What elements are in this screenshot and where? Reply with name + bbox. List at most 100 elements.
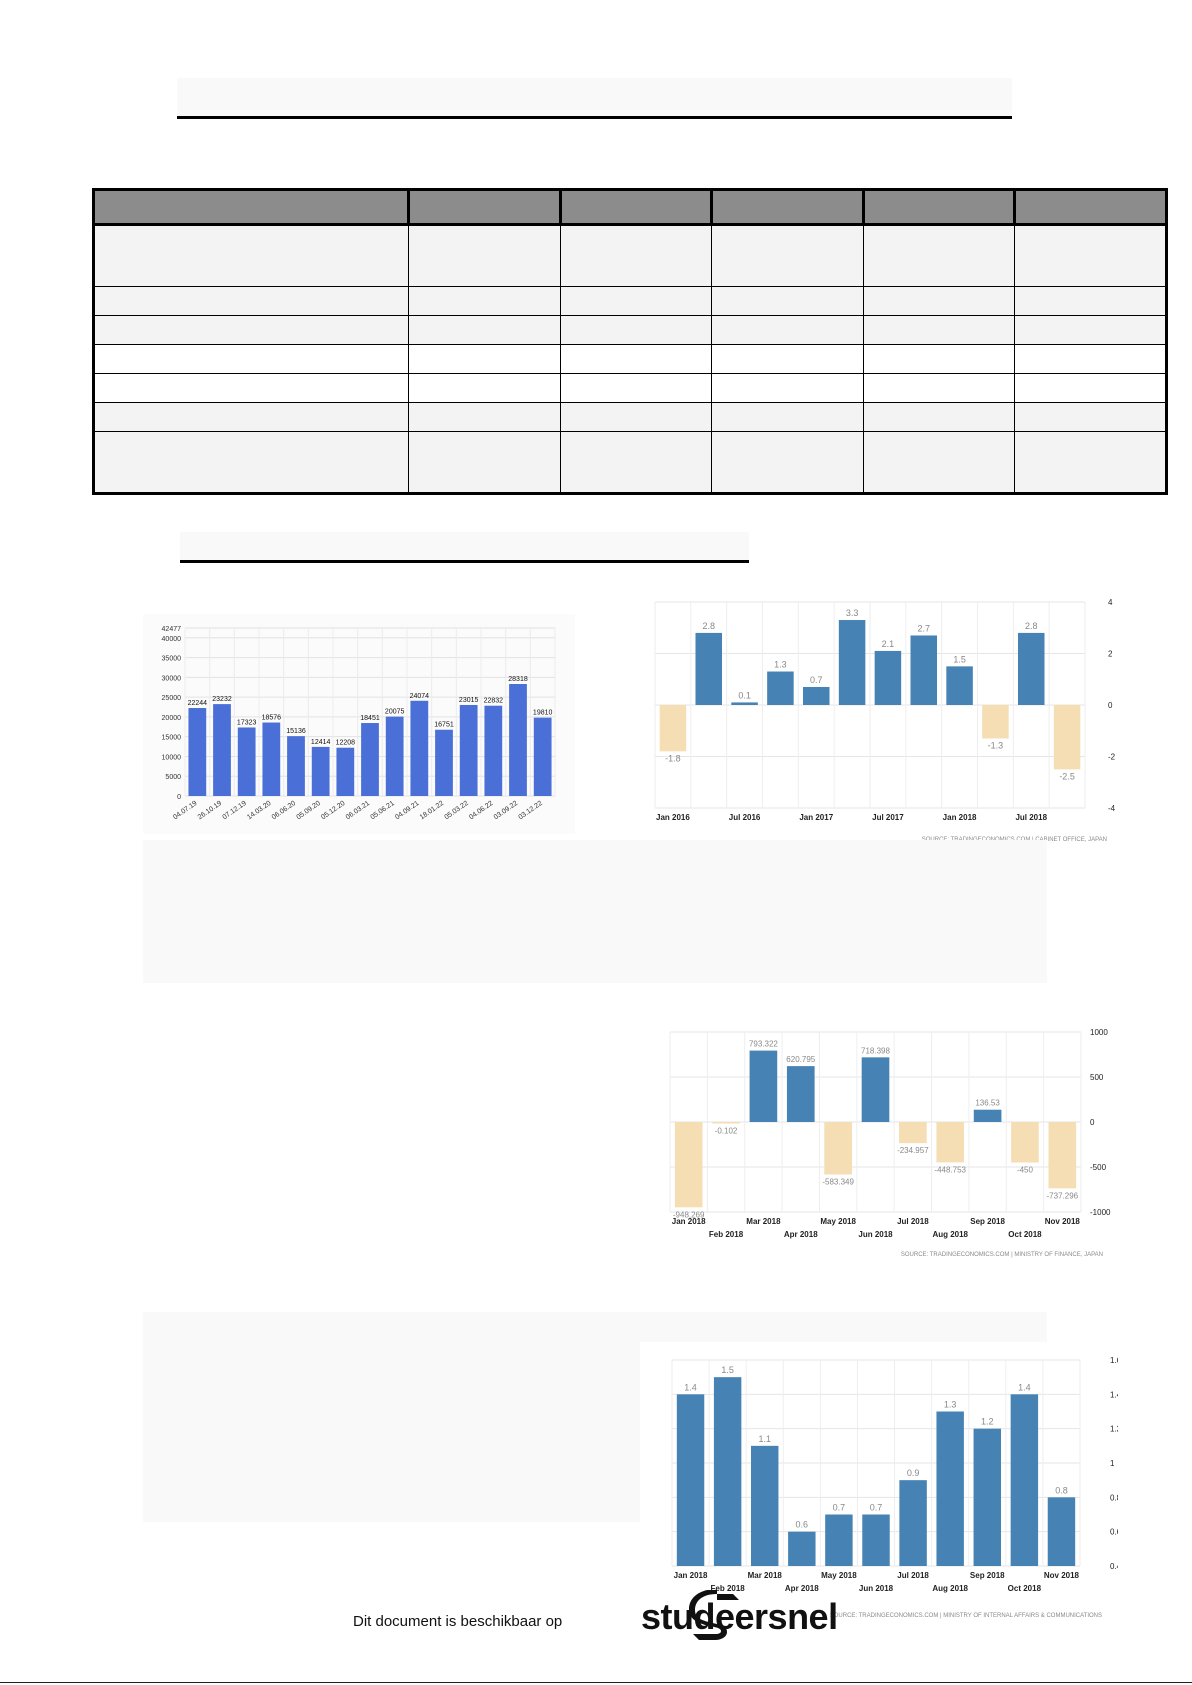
- data-label: -450: [1017, 1166, 1034, 1175]
- y-tick-label: 0.4: [1110, 1562, 1118, 1571]
- data-label: 1.4: [684, 1382, 697, 1392]
- x-tick-label: 05.09.20: [295, 800, 321, 821]
- bar: [676, 1394, 705, 1566]
- bar: [767, 671, 794, 705]
- y-tick-label: 0: [177, 794, 181, 801]
- table-cell: [1014, 431, 1167, 494]
- data-label: -234.957: [897, 1146, 929, 1155]
- table-cell: [93, 286, 409, 316]
- table-row: [93, 344, 1167, 374]
- x-tick-label: Aug 2018: [932, 1230, 968, 1239]
- x-tick-label: Apr 2018: [785, 1584, 819, 1593]
- table-row: [93, 224, 1167, 287]
- bar: [1011, 1122, 1039, 1163]
- data-label: -948.269: [673, 1210, 705, 1219]
- section-heading-2: [180, 532, 749, 563]
- x-tick-label: 26.10.19: [197, 800, 223, 821]
- y-tick-label: 1000: [1090, 1028, 1108, 1037]
- table-cell: [93, 373, 409, 403]
- table-header-cell: [710, 188, 865, 226]
- source-label: SOURCE: TRADINGECONOMICS.COM | MINISTRY …: [901, 1252, 1103, 1258]
- y-tick-label: 4: [1108, 598, 1113, 607]
- y-tick-label: 25000: [162, 695, 182, 702]
- bar: [287, 736, 305, 796]
- table-row: [93, 402, 1167, 432]
- x-tick-label: 06.06.20: [271, 800, 297, 821]
- data-label: 718.398: [861, 1046, 890, 1055]
- data-label: 3.3: [846, 608, 859, 618]
- data-label: 1.3: [774, 660, 787, 670]
- x-tick-label: Nov 2018: [1044, 1571, 1080, 1580]
- y-tick-label: -2: [1108, 753, 1116, 762]
- bar: [533, 717, 552, 796]
- x-tick-label: 03.09.22: [493, 800, 519, 821]
- data-label: 620.795: [786, 1055, 815, 1064]
- bar: [802, 686, 830, 705]
- chart-2: 4 2 0 -2 -4 -1.8 2.8 0.1 1.3 0.7 3.3 2.1 2.7 1.5 -1.3 2…: [620, 592, 1118, 847]
- data-table: [92, 188, 1168, 495]
- table-cell: [408, 431, 561, 494]
- table-header-cell: [559, 188, 713, 226]
- data-label: -583.349: [822, 1178, 854, 1187]
- x-tick-label: May 2018: [821, 1571, 857, 1580]
- chart-4: 1.6 1.4 1.2 1 0.8 0.6 0.4 1.4 1.5 1.1 0.6 0.7 0.7 0.9…: [640, 1343, 1118, 1620]
- data-label: -448.753: [934, 1165, 966, 1174]
- data-label: -2.5: [1059, 771, 1075, 781]
- data-label: 1.1: [758, 1434, 771, 1444]
- y-tick-label: 42477: [162, 626, 182, 633]
- table-cell: [560, 431, 712, 494]
- table-cell: [408, 402, 561, 432]
- table-cell: [863, 286, 1015, 316]
- y-tick-label: 35000: [162, 656, 182, 663]
- data-label: 0.8: [1055, 1485, 1068, 1495]
- bar: [712, 1122, 740, 1124]
- data-label: 0.7: [870, 1503, 883, 1513]
- bar: [861, 1057, 890, 1122]
- table-cell: [711, 224, 864, 287]
- bar: [825, 1514, 853, 1566]
- table-cell: [93, 224, 409, 287]
- bottom-rule: [0, 1682, 1192, 1683]
- chart-2-svg: 4 2 0 -2 -4 -1.8 2.8 0.1 1.3 0.7 3.3 2.1 2.7 1.5 -1.3 2…: [654, 598, 1116, 843]
- data-label: 20075: [385, 709, 405, 716]
- table-cell: [863, 431, 1015, 494]
- x-tick-label: Jul 2018: [897, 1217, 929, 1226]
- table-cell: [93, 315, 409, 345]
- x-tick-label: Jan 2018: [672, 1217, 706, 1226]
- table-row: [93, 315, 1167, 345]
- table-cell: [863, 373, 1015, 403]
- x-tick-label: May 2018: [820, 1217, 856, 1226]
- bar: [213, 704, 231, 796]
- data-label: 1.3: [944, 1400, 957, 1410]
- data-label: 23232: [212, 696, 232, 703]
- bar: [874, 650, 902, 705]
- bar: [674, 1122, 703, 1208]
- table-cell: [1014, 224, 1167, 287]
- x-tick-label: 05.06.21: [369, 800, 395, 821]
- table-cell: [408, 315, 561, 345]
- bar: [1010, 1394, 1039, 1566]
- bar: [459, 704, 478, 796]
- bar: [936, 1411, 964, 1566]
- table-row: [93, 286, 1167, 316]
- y-tick-label: 40000: [162, 636, 182, 643]
- y-tick-label: 0.8: [1110, 1493, 1118, 1502]
- bar: [1053, 705, 1081, 770]
- data-label: -1.8: [665, 753, 681, 763]
- x-tick-label: 06.03.21: [345, 800, 371, 821]
- bar: [659, 705, 687, 752]
- data-label: 16751: [434, 722, 454, 729]
- data-label: -1.3: [988, 740, 1004, 750]
- bar: [1048, 1122, 1077, 1189]
- y-tick-label: -4: [1108, 804, 1116, 813]
- data-label: 0.1: [738, 690, 751, 700]
- x-tick-label: Oct 2018: [1008, 1584, 1042, 1593]
- x-tick-label: Feb 2018: [711, 1584, 746, 1593]
- studeersnel-brand[interactable]: studeersnel: [641, 1596, 838, 1637]
- x-tick-label: Jul 2018: [897, 1571, 929, 1580]
- studeersnel-logo-icon[interactable]: [587, 1590, 847, 1646]
- bar: [731, 702, 758, 705]
- table-cell: [711, 402, 864, 432]
- data-label: 12208: [336, 740, 356, 747]
- table-header-cell: [407, 188, 562, 226]
